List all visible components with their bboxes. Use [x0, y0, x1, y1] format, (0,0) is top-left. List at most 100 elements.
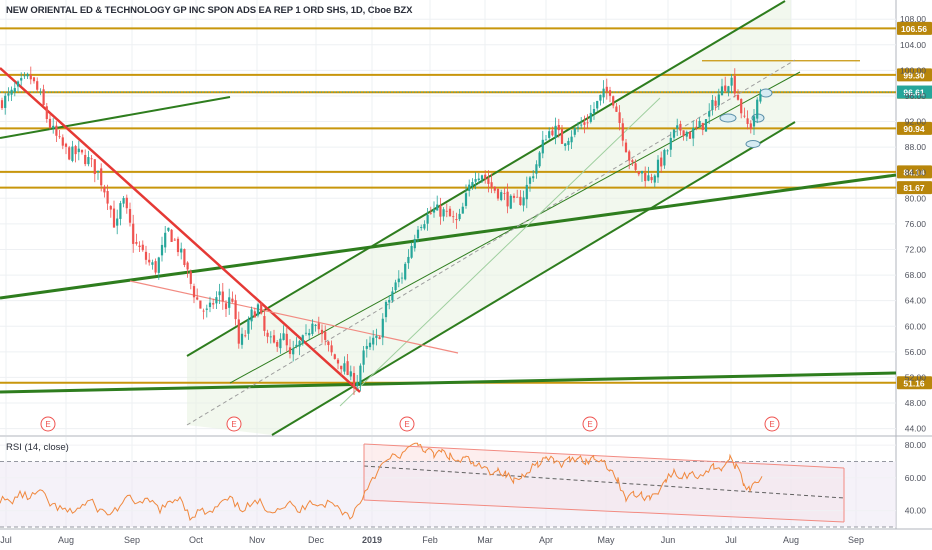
candle-body[interactable]	[96, 170, 100, 172]
candle-body[interactable]	[116, 218, 119, 226]
early-upper-trendline[interactable]	[0, 96, 231, 139]
candle-body[interactable]	[272, 335, 276, 343]
candle-body[interactable]	[45, 106, 48, 120]
candle-body[interactable]	[391, 291, 394, 301]
candle-body[interactable]	[29, 74, 32, 80]
candle-body[interactable]	[554, 125, 557, 138]
candle-body[interactable]	[615, 106, 618, 112]
candle-body[interactable]	[525, 184, 528, 200]
candle-body[interactable]	[628, 151, 631, 161]
candle-body[interactable]	[679, 123, 682, 131]
candle-body[interactable]	[458, 213, 461, 220]
channel-lower-line[interactable]	[271, 121, 796, 436]
candle-body[interactable]	[20, 78, 23, 81]
candle-body[interactable]	[570, 136, 573, 143]
candle-body[interactable]	[336, 359, 340, 364]
candle-body[interactable]	[138, 245, 141, 248]
candle-body[interactable]	[708, 111, 711, 117]
candle-body[interactable]	[439, 205, 442, 217]
candle-body[interactable]	[48, 118, 52, 128]
candle-body[interactable]	[64, 143, 68, 147]
candle-body[interactable]	[234, 300, 237, 320]
candle-body[interactable]	[740, 98, 743, 114]
fan-line[interactable]	[339, 97, 661, 407]
candle-body[interactable]	[205, 308, 208, 310]
candle-body[interactable]	[692, 127, 695, 139]
candle-body[interactable]	[125, 197, 128, 209]
rsi-channel-lower[interactable]	[363, 499, 845, 523]
candle-body[interactable]	[237, 319, 240, 344]
candle-body[interactable]	[103, 186, 106, 193]
candle-body[interactable]	[586, 122, 589, 124]
candle-body[interactable]	[589, 112, 592, 122]
candle-body[interactable]	[637, 171, 640, 175]
candle-body[interactable]	[464, 193, 468, 206]
candle-body[interactable]	[132, 223, 135, 244]
candle-body[interactable]	[704, 119, 708, 132]
candle-body[interactable]	[100, 168, 103, 186]
candle-body[interactable]	[77, 148, 80, 153]
candle-body[interactable]	[292, 348, 295, 355]
candle-body[interactable]	[247, 319, 250, 334]
candle-body[interactable]	[106, 191, 109, 204]
candle-body[interactable]	[468, 184, 471, 191]
candle-body[interactable]	[538, 152, 541, 167]
candle-body[interactable]	[26, 73, 29, 77]
candle-body[interactable]	[736, 95, 740, 100]
candle-body[interactable]	[698, 120, 701, 128]
candle-body[interactable]	[407, 256, 410, 264]
candle-body[interactable]	[311, 323, 314, 334]
candle-body[interactable]	[192, 286, 196, 298]
candle-body[interactable]	[724, 85, 727, 91]
channel-median-dashed[interactable]	[186, 59, 796, 426]
candle-body[interactable]	[378, 337, 381, 340]
candle-body[interactable]	[160, 244, 164, 256]
candle-body[interactable]	[304, 332, 308, 334]
candle-body[interactable]	[42, 89, 45, 106]
candle-body[interactable]	[682, 130, 685, 137]
candle-body[interactable]	[420, 226, 423, 228]
candle-body[interactable]	[288, 347, 292, 354]
candle-body[interactable]	[509, 195, 512, 209]
candle-body[interactable]	[68, 147, 71, 160]
earnings-marker[interactable]	[764, 416, 780, 432]
candle-body[interactable]	[128, 209, 132, 223]
candle-body[interactable]	[154, 261, 157, 273]
candle-body[interactable]	[567, 140, 570, 145]
candle-body[interactable]	[596, 100, 599, 109]
candle-body[interactable]	[503, 193, 506, 194]
candle-body[interactable]	[317, 323, 320, 330]
candle-body[interactable]	[23, 75, 26, 77]
candle-body[interactable]	[372, 337, 375, 345]
candle-body[interactable]	[151, 262, 154, 265]
level-tag[interactable]	[897, 21, 932, 35]
candle-body[interactable]	[490, 182, 493, 188]
candles[interactable]	[0, 66, 762, 396]
candle-body[interactable]	[215, 297, 218, 304]
candle-body[interactable]	[112, 208, 116, 228]
candle-body[interactable]	[410, 245, 413, 258]
candle-body[interactable]	[0, 100, 4, 109]
candle-body[interactable]	[330, 345, 333, 353]
candle-body[interactable]	[157, 257, 160, 273]
candle-body[interactable]	[452, 216, 455, 218]
base-trendline[interactable]	[0, 371, 897, 394]
candle-body[interactable]	[493, 186, 496, 191]
candle-body[interactable]	[541, 139, 544, 154]
candle-body[interactable]	[672, 129, 676, 138]
candle-body[interactable]	[496, 188, 500, 199]
candle-body[interactable]	[756, 99, 759, 119]
candle-body[interactable]	[119, 203, 122, 219]
candle-body[interactable]	[733, 76, 736, 94]
candle-body[interactable]	[218, 291, 221, 296]
candle-body[interactable]	[327, 341, 330, 346]
candle-body[interactable]	[13, 88, 16, 93]
candle-body[interactable]	[557, 124, 560, 131]
candle-body[interactable]	[416, 229, 420, 239]
candle-body[interactable]	[52, 125, 55, 128]
candle-body[interactable]	[282, 333, 285, 341]
earnings-marker[interactable]	[40, 416, 56, 432]
candle-body[interactable]	[423, 224, 426, 229]
